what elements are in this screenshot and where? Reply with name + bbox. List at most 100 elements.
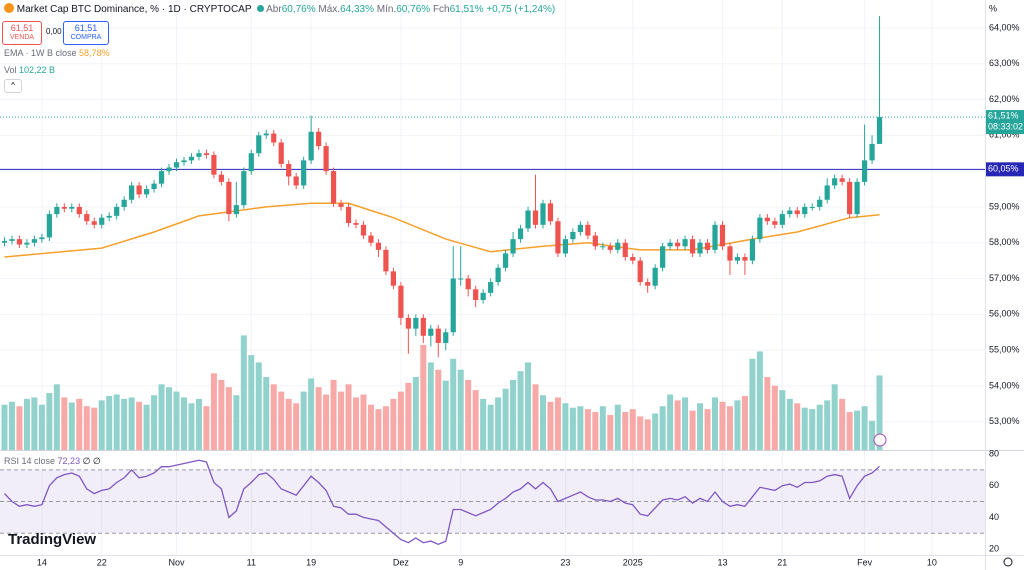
volume-bar [674, 400, 681, 450]
volume-bar [786, 398, 793, 450]
rsi-tick-label: 60 [989, 480, 999, 490]
volume-bar [816, 404, 823, 450]
title: Market Cap BTC Dominance, % [16, 4, 160, 15]
volume-bar [592, 412, 599, 450]
candle-body [188, 156, 195, 161]
buy-button[interactable]: 61,51 COMPRA [63, 21, 109, 45]
candle-body [211, 155, 217, 175]
candle-body [405, 317, 411, 329]
candle-body [316, 131, 322, 147]
volume-bar [353, 397, 360, 450]
candle-body [517, 228, 524, 240]
ohlc-text: 61,51% [449, 4, 484, 15]
rsi-name: RSI 14 close [4, 456, 56, 466]
volume-bar [31, 397, 38, 450]
volume-bar [397, 391, 404, 450]
volume-bar [689, 410, 696, 450]
candle-body [592, 235, 598, 247]
candle-body [667, 242, 673, 247]
candle-body [660, 246, 666, 268]
volume-bar [861, 406, 868, 450]
volume-bar [614, 404, 621, 450]
candle-body [428, 328, 434, 336]
change: +0,75 (+1,24%) [486, 4, 556, 15]
candle-body [106, 215, 112, 218]
volume-bar [599, 406, 606, 450]
volume-bar [151, 395, 158, 450]
volume-bar [457, 369, 464, 450]
volume-bar [76, 398, 83, 450]
volume-bar [240, 335, 247, 450]
candle-body [248, 153, 254, 172]
x-tick-label: 21 [777, 557, 787, 567]
candle-body [420, 317, 426, 336]
sell-button[interactable]: 61,51 VENDA [2, 21, 42, 45]
volume-bar [285, 398, 292, 450]
collapse-button[interactable]: ^ [4, 79, 22, 93]
volume-bar [562, 403, 569, 450]
y-tick-label: 57,00% [989, 273, 1020, 283]
interval[interactable]: 1D [167, 4, 181, 15]
volume-bar [622, 412, 629, 450]
volume-bar [510, 379, 517, 450]
source: CRYPTOCAP [189, 4, 252, 15]
volume-bar [472, 390, 479, 450]
candle-body [525, 210, 531, 229]
candle-body [622, 242, 628, 258]
volume-bar [450, 358, 457, 450]
candle-body [24, 242, 30, 245]
sell-label: VENDA [9, 34, 35, 41]
symbol-icon [4, 3, 14, 13]
volume-bar [682, 397, 689, 450]
volume-value: 102,22 B [19, 65, 56, 75]
y-tick-label: 56,00% [989, 309, 1020, 319]
countdown: 08:33:02 [988, 121, 1023, 131]
volume-bar [584, 409, 591, 450]
candle-body [465, 278, 471, 290]
candle-body [458, 278, 464, 280]
volume-bar [46, 393, 53, 450]
candle-body [764, 217, 770, 222]
ohlc-legend: Abr60,76% Máx.64,33% Mín.60,76% Fch61,51… [266, 4, 486, 15]
candle-body [502, 253, 509, 268]
y-tick-label: 53,00% [989, 416, 1020, 426]
volume-bar [98, 400, 105, 450]
candle-body [488, 282, 494, 293]
candle-body [727, 246, 733, 261]
volume-bar [854, 410, 861, 450]
candle-body [876, 117, 883, 144]
volume-bar [869, 420, 876, 450]
candle-body [682, 239, 688, 247]
rsi-tick-label: 80 [989, 448, 999, 458]
volume-bar [8, 401, 15, 450]
candle-body [271, 133, 277, 143]
candle-body [114, 206, 120, 216]
volume-bar [764, 377, 771, 450]
ohlc-text: 64,33% [340, 4, 374, 15]
hline-label: 60,05% [988, 164, 1019, 174]
candle-body [330, 171, 337, 204]
volume-bar [659, 406, 666, 450]
volume-bar [794, 403, 801, 450]
candle-body [413, 317, 419, 329]
candle-body [173, 162, 180, 168]
candle-body [510, 239, 516, 254]
volume-bar [704, 409, 711, 450]
x-tick-label: 13 [717, 557, 727, 567]
volume-bar [652, 413, 659, 450]
volume-bar [487, 404, 494, 450]
candle-body [226, 181, 232, 215]
volume-bar [442, 380, 449, 450]
volume-bar [375, 409, 382, 450]
volume-bar [136, 401, 143, 450]
candle-body [158, 171, 165, 184]
candle-body [869, 143, 875, 161]
volume-bar [839, 398, 846, 450]
y-tick-label: 59,00% [989, 201, 1020, 211]
candle-body [256, 135, 262, 154]
candle-body [9, 239, 15, 241]
volume-bar [68, 402, 75, 450]
candle-body [301, 160, 307, 186]
volume-bar [61, 397, 68, 450]
volume-bar [210, 373, 217, 450]
